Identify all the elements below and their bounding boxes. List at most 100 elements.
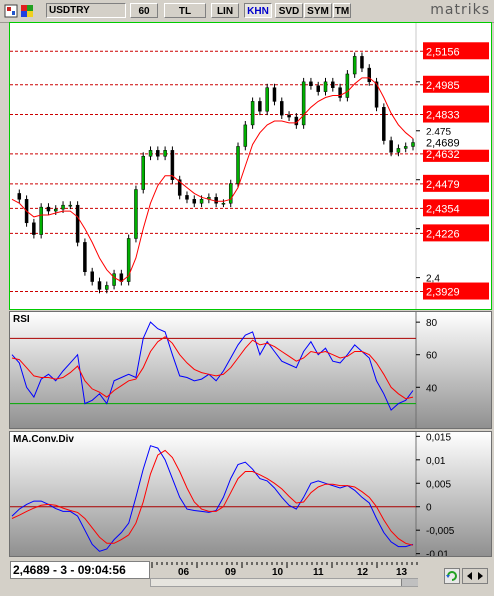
candle-body [68, 204, 73, 207]
candle-body [83, 242, 87, 273]
candle-body [396, 148, 401, 153]
rsi-title: RSI [13, 314, 30, 325]
time-ticks [151, 562, 418, 568]
level-label-box [423, 199, 489, 217]
level-label-box [423, 105, 489, 123]
level-label: 2,3929 [426, 287, 460, 299]
horizontal-scrollbar[interactable] [150, 578, 418, 587]
time-label: 12 [357, 567, 369, 578]
interval-button[interactable]: 60 [130, 3, 158, 18]
time-label: 11 [313, 567, 324, 578]
sym-button[interactable]: SYM [304, 3, 332, 18]
rsi-panel[interactable]: 80 60 40 RSI [9, 311, 492, 429]
level-label: 2,4226 [426, 228, 460, 240]
candle-body [134, 189, 138, 239]
time-label: 13 [396, 567, 408, 578]
level-label: 2,4479 [426, 179, 460, 191]
candle-body [301, 81, 306, 126]
svd-button[interactable]: SVD [275, 3, 303, 18]
macd-signal-line [11, 449, 414, 546]
level-label-box [423, 42, 489, 60]
toolbar: USDTRY 60 TL LIN KHN SVD SYM TM matriks [0, 0, 494, 23]
candle-body [39, 206, 43, 235]
candle-body [287, 114, 291, 118]
level-label-box [423, 75, 489, 93]
candle-body [345, 73, 350, 98]
y-axis-label: 2,475 [426, 127, 451, 138]
candle-body [17, 193, 22, 200]
scale-button[interactable]: LIN [211, 3, 239, 18]
current-value-box [423, 134, 489, 150]
candle-body [221, 202, 226, 205]
candle-body [53, 208, 58, 212]
time-axis: 06 09 10 11 12 13 [150, 562, 420, 578]
refresh-button[interactable] [444, 568, 460, 584]
candle-body [389, 140, 393, 153]
candle-body [316, 85, 320, 92]
tm-button[interactable]: TM [333, 3, 351, 18]
scroll-arrows-button[interactable] [462, 568, 488, 584]
candle-body [367, 67, 372, 83]
candle-body [32, 222, 36, 235]
level-label: 2,5156 [426, 46, 460, 58]
y-axis-label: 2,4 [426, 274, 440, 285]
current-value-label: 2,4689 [426, 138, 460, 150]
candle-body [156, 150, 160, 157]
candle-body [90, 271, 94, 282]
y-axis-label: 0,01 [426, 456, 446, 467]
y-axis-label: 60 [426, 351, 438, 362]
y-axis-label: 80 [426, 318, 438, 329]
candle-body [374, 81, 379, 108]
settings-grid-icon[interactable] [4, 4, 18, 18]
status-readout: 2,4689 - 3 - 09:04:56 [10, 561, 150, 579]
y-axis-label: 0,005 [426, 479, 451, 490]
candle-body [272, 87, 277, 102]
level-label: 2,4985 [426, 80, 460, 92]
panel-background [10, 312, 491, 428]
symbol-field[interactable]: USDTRY [46, 3, 126, 18]
y-axis-label: -0,01 [426, 550, 449, 557]
candle-body [170, 150, 175, 180]
candle-body [141, 155, 145, 190]
currency-button[interactable]: TL [164, 3, 206, 18]
level-label-box [423, 174, 489, 192]
candle-body [112, 273, 116, 286]
candle-body [46, 206, 51, 212]
candle-body [61, 204, 65, 210]
y-axis-label: 0,015 [426, 432, 451, 443]
level-label-box [423, 224, 489, 242]
candle-body [309, 81, 313, 86]
level-label: 2,4632 [426, 149, 460, 161]
scroll-arrows-icon [467, 572, 483, 580]
y-axis-label: 0 [426, 503, 432, 514]
candle-body [105, 285, 109, 290]
time-label: 10 [272, 567, 284, 578]
candle-body [185, 195, 189, 200]
rsi-line [11, 321, 414, 411]
price-chart: 2,52,4752,452,4252,42,51562,49852,48332,… [10, 23, 489, 309]
candle-body [265, 87, 269, 112]
candle-body [360, 56, 364, 69]
candle-body [192, 199, 197, 204]
candle-body [75, 204, 80, 243]
candle-body [294, 116, 299, 126]
brand-logo: matriks [430, 2, 490, 18]
color-palette-icon[interactable] [20, 4, 34, 18]
macd-title: MA.Conv.Div [13, 434, 74, 445]
candle-body [331, 81, 335, 88]
time-label: 09 [225, 567, 237, 578]
macd-panel[interactable]: 0,015 0,01 0,005 0 -0,005 -0,01 MA.Conv.Div [9, 431, 492, 557]
chart-type-button[interactable]: KHN [244, 3, 272, 18]
candle-body [323, 81, 328, 92]
candle-body [411, 142, 415, 147]
scrollbar-thumb[interactable] [401, 579, 418, 586]
y-axis-label: 40 [426, 383, 438, 394]
candle-body [236, 146, 240, 184]
candle-body [97, 281, 102, 290]
macd-chart: 0,015 0,01 0,005 0 -0,005 -0,01 [10, 432, 491, 557]
candle-body [126, 238, 131, 282]
level-label: 2,4354 [426, 203, 460, 215]
price-chart-panel[interactable]: 2,52,4752,452,4252,42,51562,49852,48332,… [9, 22, 492, 310]
candle-body [163, 150, 167, 157]
